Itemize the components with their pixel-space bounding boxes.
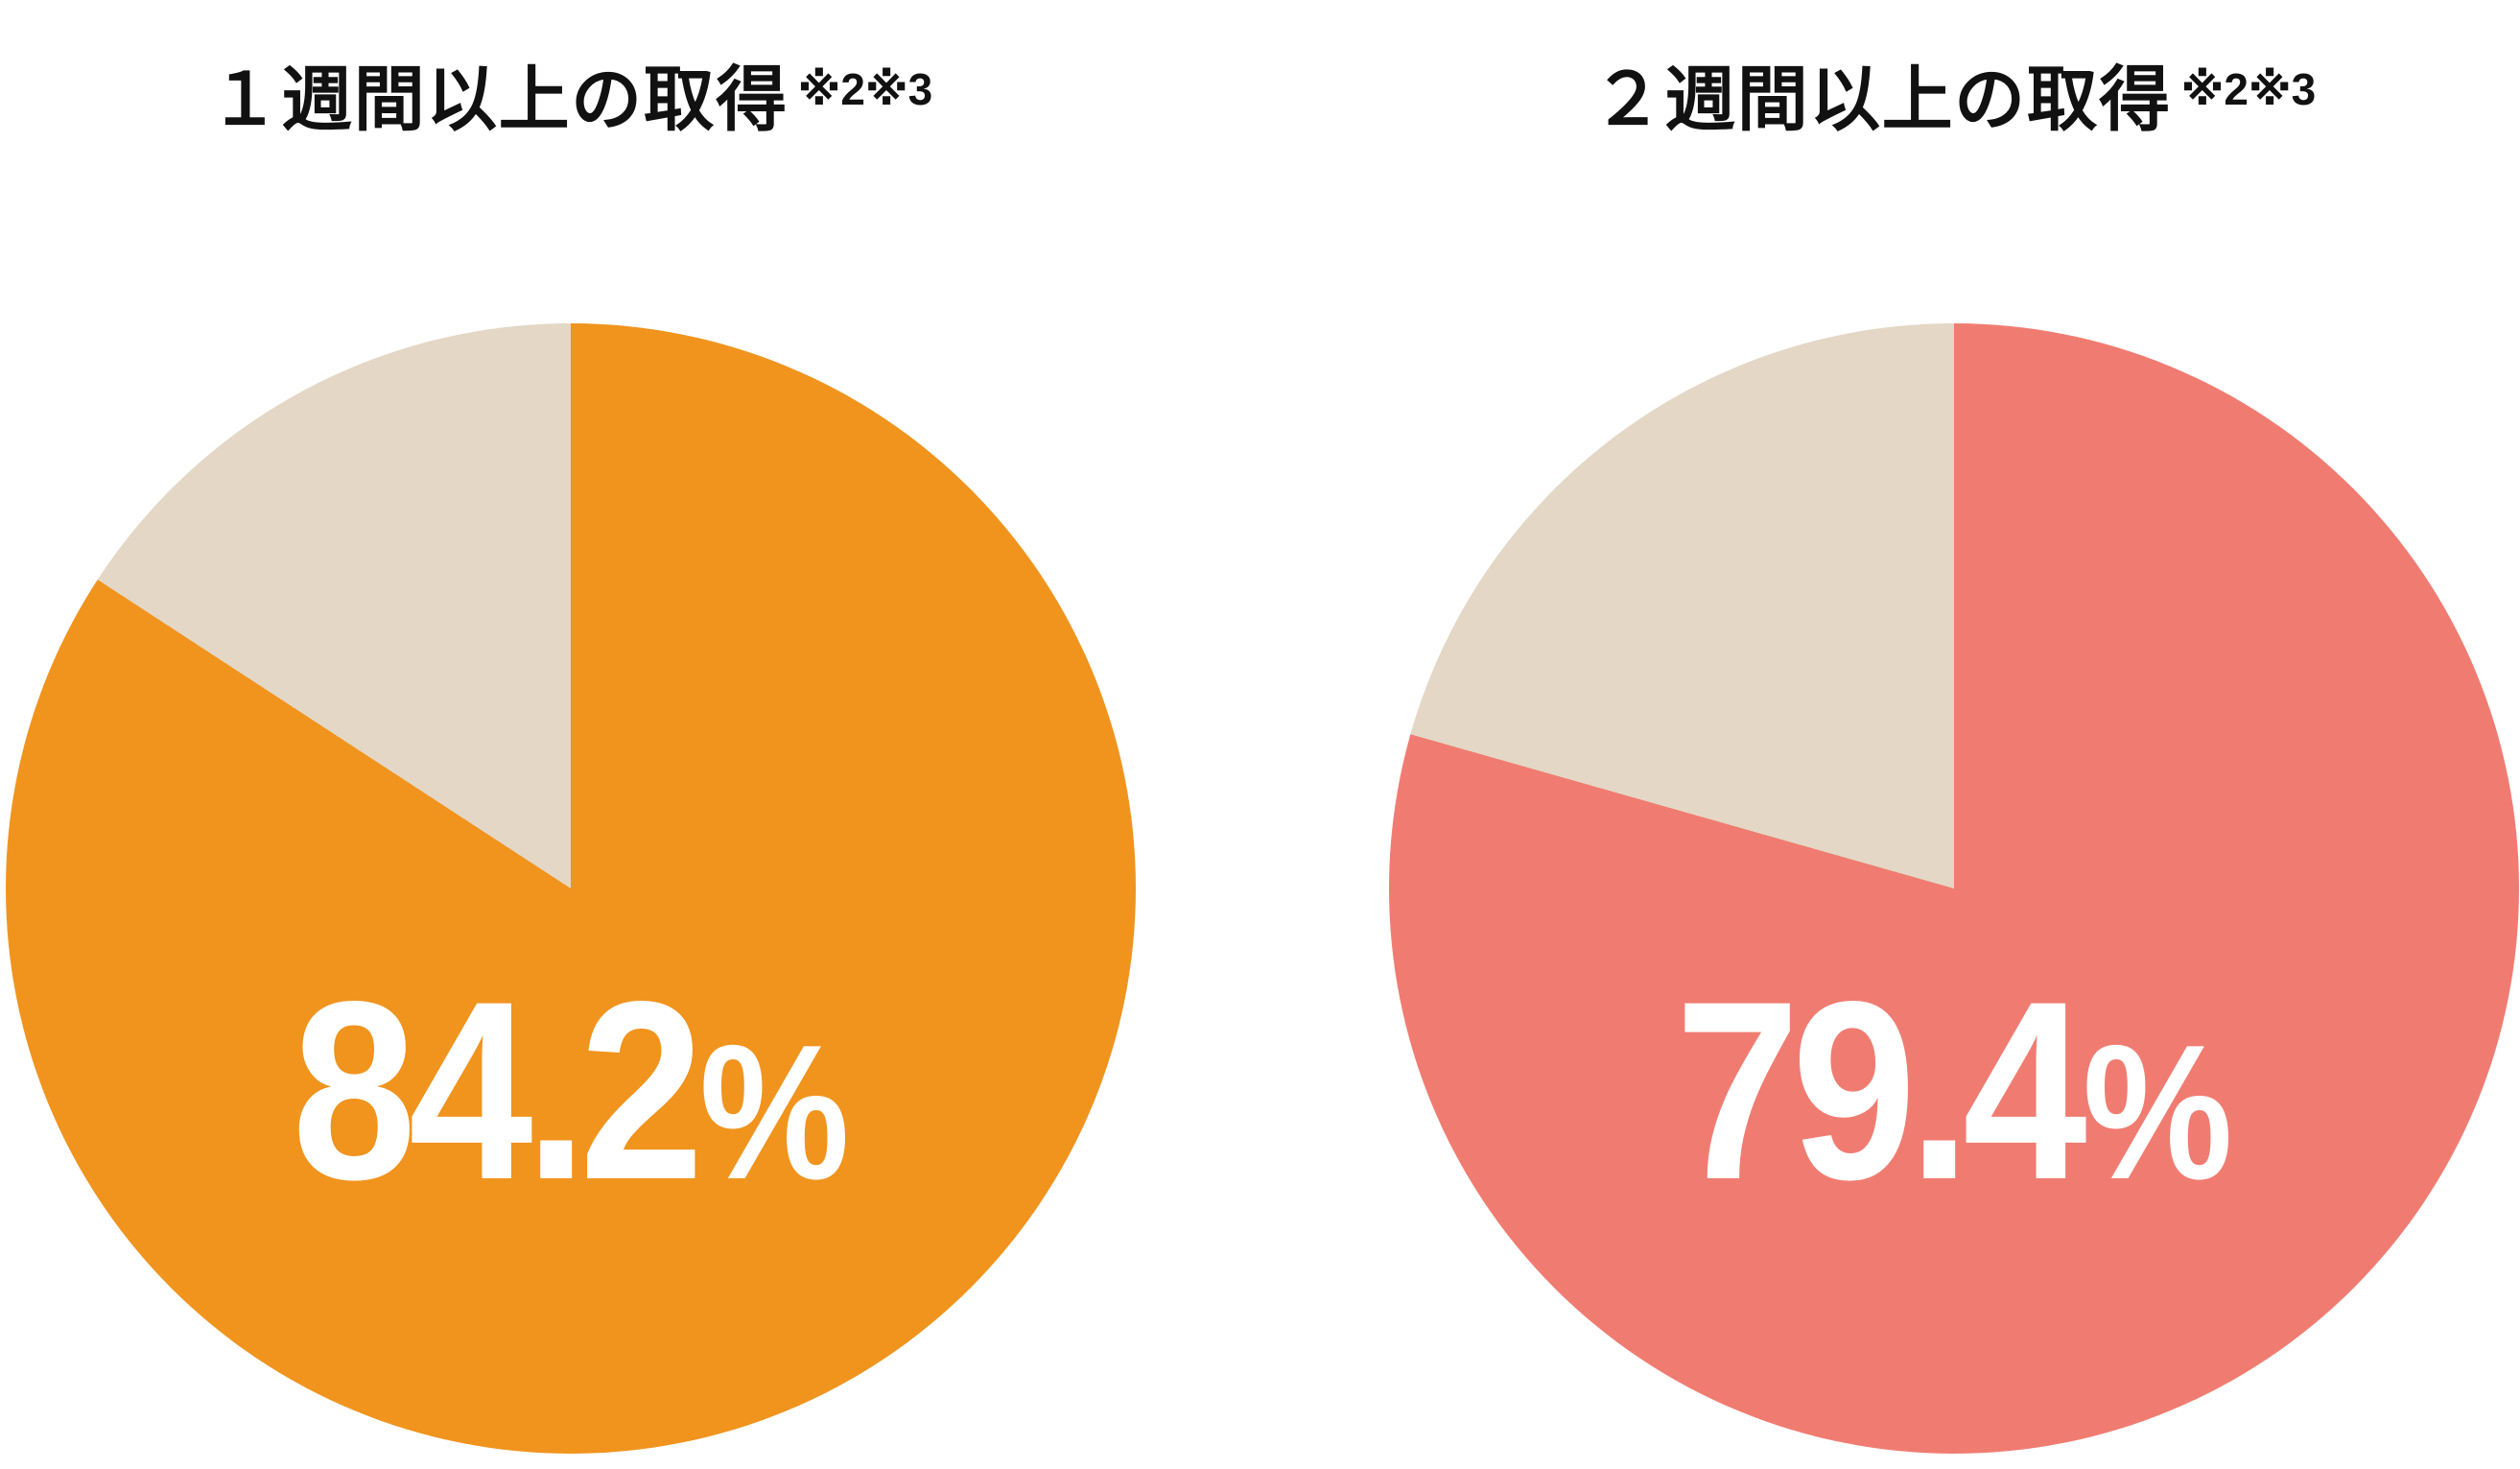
pie-percent-sign: % <box>699 1006 850 1220</box>
chart-title-one-week: １週間以上の取得 ※2※3 <box>6 56 1136 145</box>
pie-value: 79.4 <box>1675 949 2086 1233</box>
pie-one-week: 84.2 % <box>6 323 1136 1454</box>
pie-value: 84.2 <box>292 949 703 1233</box>
pie-center-label-two-weeks: 79.4 % <box>1457 964 2452 1219</box>
chart-title-footnote-marks: ※2※3 <box>797 64 933 114</box>
pie-two-weeks: 79.4 % <box>1389 323 2519 1454</box>
chart-title-two-weeks: ２週間以上の取得 ※2※3 <box>1389 56 2519 145</box>
chart-title-text: １週間以上の取得 <box>208 59 789 139</box>
pie-chart-two-weeks: ２週間以上の取得 ※2※3 79.4 % <box>1389 0 2519 1469</box>
pie-center-label-one-week: 84.2 % <box>74 964 1069 1219</box>
pie-chart-one-week: １週間以上の取得 ※2※3 84.2 % <box>6 0 1136 1469</box>
chart-title-footnote-marks: ※2※3 <box>2180 64 2317 114</box>
pie-percent-sign: % <box>2083 1006 2233 1220</box>
chart-title-text: ２週間以上の取得 <box>1591 59 2172 139</box>
